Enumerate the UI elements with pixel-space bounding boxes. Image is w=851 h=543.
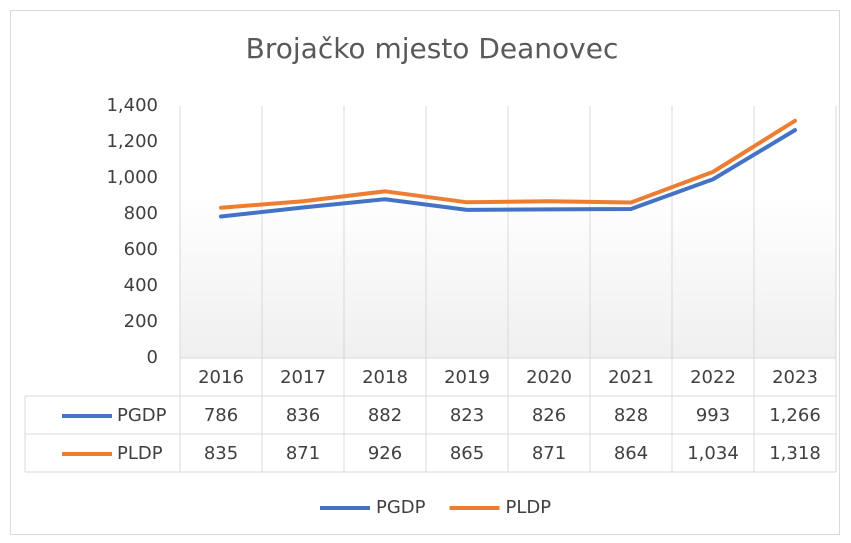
table-row-label: PLDP xyxy=(117,443,163,464)
series-line xyxy=(219,118,797,210)
y-tick-label: 1,400 xyxy=(106,95,158,116)
x-tick-label: 2022 xyxy=(690,367,736,388)
table-value: 865 xyxy=(450,443,484,464)
table-value: 871 xyxy=(286,443,320,464)
x-tick-label: 2023 xyxy=(772,367,818,388)
series-line xyxy=(219,128,797,219)
table-value: 926 xyxy=(368,443,402,464)
table-value: 836 xyxy=(286,405,320,426)
x-tick-label: 2017 xyxy=(280,367,326,388)
x-tick-label: 2021 xyxy=(608,367,654,388)
chart-title: Brojačko mjesto Deanovec xyxy=(246,32,619,65)
y-tick-label: 200 xyxy=(124,311,158,332)
x-tick-label: 2016 xyxy=(198,367,244,388)
y-tick-label: 600 xyxy=(124,239,158,260)
table-row-label: PGDP xyxy=(117,405,167,426)
x-tick-label: 2019 xyxy=(444,367,490,388)
table-value: 1,034 xyxy=(687,443,739,464)
table-value: 828 xyxy=(614,405,648,426)
legend-label: PLDP xyxy=(506,497,552,518)
table-value: 864 xyxy=(614,443,648,464)
y-tick-label: 400 xyxy=(124,275,158,296)
x-tick-label: 2018 xyxy=(362,367,408,388)
table-value: 835 xyxy=(204,443,238,464)
table-value: 1,318 xyxy=(769,443,821,464)
table-value: 1,266 xyxy=(769,405,821,426)
table-value: 871 xyxy=(532,443,566,464)
y-tick-label: 1,200 xyxy=(106,131,158,152)
table-value: 826 xyxy=(532,405,566,426)
y-tick-label: 800 xyxy=(124,203,158,224)
legend-label: PGDP xyxy=(376,497,426,518)
x-tick-label: 2020 xyxy=(526,367,572,388)
table-value: 882 xyxy=(368,405,402,426)
y-tick-label: 1,000 xyxy=(106,167,158,188)
table-value: 786 xyxy=(204,405,238,426)
table-value: 993 xyxy=(696,405,730,426)
table-value: 823 xyxy=(450,405,484,426)
y-tick-label: 0 xyxy=(147,347,158,368)
